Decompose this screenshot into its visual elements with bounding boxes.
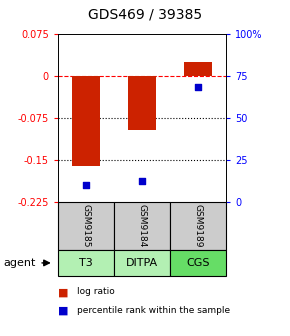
Text: ■: ■ <box>58 287 68 297</box>
Text: T3: T3 <box>79 258 93 268</box>
Point <box>84 182 88 187</box>
Point <box>196 85 200 90</box>
Point <box>140 178 144 183</box>
Text: GDS469 / 39385: GDS469 / 39385 <box>88 8 202 22</box>
Bar <box>184 61 212 76</box>
Text: ■: ■ <box>58 306 68 316</box>
Text: GSM9189: GSM9189 <box>194 204 203 248</box>
Text: agent: agent <box>3 258 35 268</box>
Text: log ratio: log ratio <box>77 287 115 296</box>
Text: DITPA: DITPA <box>126 258 158 268</box>
Text: percentile rank within the sample: percentile rank within the sample <box>77 306 230 315</box>
Bar <box>128 76 156 130</box>
Text: GSM9185: GSM9185 <box>81 204 90 248</box>
Text: GSM9184: GSM9184 <box>137 204 147 248</box>
Bar <box>72 76 100 166</box>
Text: CGS: CGS <box>186 258 210 268</box>
